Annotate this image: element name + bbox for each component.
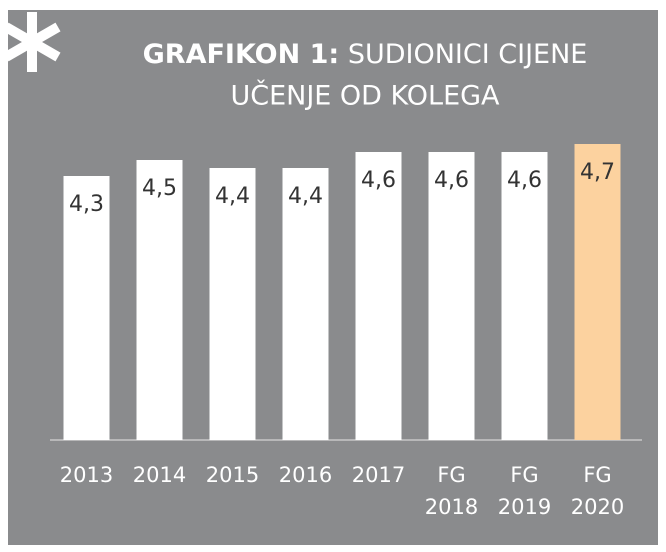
x-tick-label: 2016	[278, 463, 333, 487]
x-tick-label: FG 2018	[424, 463, 479, 519]
chart-title: GRAFIKON 1: SUDIONICI CIJENE	[143, 39, 588, 70]
title-line: UČENJE OD KOLEGA	[230, 80, 500, 112]
x-tick-label: 2017	[351, 463, 406, 487]
data-label: 4,6	[361, 168, 396, 193]
data-label: 4,5	[142, 176, 177, 201]
bar	[209, 168, 256, 440]
bar	[63, 176, 110, 440]
asterisk	[3, 12, 61, 72]
title-line: SUDIONICI CIJENE	[348, 39, 588, 70]
bar	[428, 152, 475, 440]
x-tick-label: FG 2020	[570, 463, 625, 519]
x-tick-label: 2014	[132, 463, 187, 487]
data-label: 4,7	[580, 160, 615, 185]
x-tick-label: 2015	[205, 463, 260, 487]
title-label: GRAFIKON 1:	[143, 39, 340, 70]
data-label: 4,6	[434, 168, 469, 193]
data-label: 4,4	[215, 184, 250, 209]
bar	[501, 152, 548, 440]
bar	[136, 160, 183, 440]
x-tick-label: FG 2019	[497, 463, 552, 519]
bar	[355, 152, 402, 440]
data-label: 4,3	[69, 192, 104, 217]
data-label: 4,4	[288, 184, 323, 209]
bar	[574, 144, 621, 440]
data-label: 4,6	[507, 168, 542, 193]
bar	[282, 168, 329, 440]
background	[8, 10, 658, 545]
x-tick-label: 2013	[59, 463, 114, 487]
